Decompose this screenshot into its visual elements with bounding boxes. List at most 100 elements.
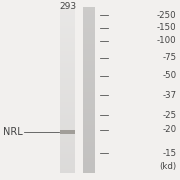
Bar xyxy=(83,49,95,51)
Bar xyxy=(83,102,95,105)
Bar xyxy=(83,22,95,24)
Bar xyxy=(83,111,95,113)
Bar xyxy=(83,51,95,53)
Bar xyxy=(83,55,95,57)
Bar xyxy=(60,46,75,49)
Bar xyxy=(60,160,75,163)
Bar xyxy=(83,136,95,138)
Bar xyxy=(83,156,95,159)
Bar xyxy=(60,57,75,59)
Text: -150: -150 xyxy=(157,23,176,32)
Bar xyxy=(83,131,95,134)
Text: -50: -50 xyxy=(162,71,176,80)
Bar xyxy=(60,75,75,78)
Bar xyxy=(83,44,95,47)
Bar xyxy=(60,88,75,91)
Bar xyxy=(60,98,75,101)
Bar xyxy=(60,107,75,109)
Bar xyxy=(83,117,95,120)
Bar xyxy=(83,80,95,82)
Bar xyxy=(83,125,95,128)
Bar xyxy=(83,42,95,45)
Text: -250: -250 xyxy=(157,11,176,20)
Bar xyxy=(60,136,75,138)
Bar xyxy=(60,100,75,103)
Bar xyxy=(60,117,75,120)
Bar xyxy=(83,98,95,101)
Bar xyxy=(83,160,95,163)
Bar xyxy=(60,86,75,88)
Text: -20: -20 xyxy=(162,125,176,134)
Bar xyxy=(60,44,75,47)
Bar xyxy=(60,92,75,95)
Bar xyxy=(83,32,95,35)
Bar xyxy=(83,107,95,109)
Bar xyxy=(83,169,95,171)
Bar xyxy=(83,163,95,165)
Bar xyxy=(60,158,75,161)
Bar xyxy=(83,59,95,62)
Bar xyxy=(60,142,75,144)
Bar xyxy=(83,63,95,66)
Bar xyxy=(83,134,95,136)
Bar xyxy=(83,140,95,142)
Bar xyxy=(60,166,75,169)
Bar xyxy=(60,67,75,70)
Bar xyxy=(60,104,75,107)
Bar xyxy=(60,7,75,10)
Text: -75: -75 xyxy=(162,53,176,62)
Bar xyxy=(83,92,95,95)
Bar xyxy=(60,134,75,136)
Bar xyxy=(60,63,75,66)
Bar xyxy=(83,90,95,93)
Bar xyxy=(60,15,75,18)
Text: -25: -25 xyxy=(162,111,176,120)
Bar xyxy=(83,11,95,14)
Bar xyxy=(60,123,75,126)
Bar xyxy=(60,165,75,167)
Bar xyxy=(83,7,95,10)
Bar xyxy=(83,18,95,20)
Bar xyxy=(60,32,75,35)
Bar xyxy=(83,171,95,173)
Bar xyxy=(60,65,75,68)
Bar xyxy=(60,78,75,80)
Bar xyxy=(83,57,95,59)
Bar xyxy=(60,30,75,33)
Bar xyxy=(60,154,75,157)
Bar xyxy=(83,144,95,147)
Bar xyxy=(83,61,95,64)
Bar xyxy=(60,55,75,57)
Bar xyxy=(83,86,95,88)
Bar xyxy=(60,36,75,39)
Bar xyxy=(83,36,95,39)
Bar xyxy=(60,113,75,115)
Bar xyxy=(83,82,95,84)
Bar xyxy=(60,115,75,117)
Bar xyxy=(60,156,75,159)
Bar xyxy=(83,75,95,78)
Bar xyxy=(83,20,95,22)
Bar xyxy=(83,104,95,107)
Bar xyxy=(60,96,75,99)
Bar xyxy=(60,26,75,28)
Text: 293: 293 xyxy=(59,2,76,11)
Bar xyxy=(60,18,75,20)
Text: -100: -100 xyxy=(157,36,176,45)
Bar xyxy=(60,82,75,84)
Text: NRL: NRL xyxy=(3,127,22,137)
Bar xyxy=(83,109,95,111)
Bar xyxy=(83,28,95,30)
Bar xyxy=(60,111,75,113)
Bar xyxy=(83,40,95,43)
Bar xyxy=(83,142,95,144)
Bar xyxy=(60,80,75,82)
Bar xyxy=(83,148,95,150)
Bar xyxy=(60,51,75,53)
Bar xyxy=(60,138,75,140)
Bar xyxy=(83,129,95,132)
Bar xyxy=(83,115,95,117)
Bar xyxy=(60,20,75,22)
Text: (kd): (kd) xyxy=(159,162,176,171)
Bar xyxy=(60,84,75,86)
